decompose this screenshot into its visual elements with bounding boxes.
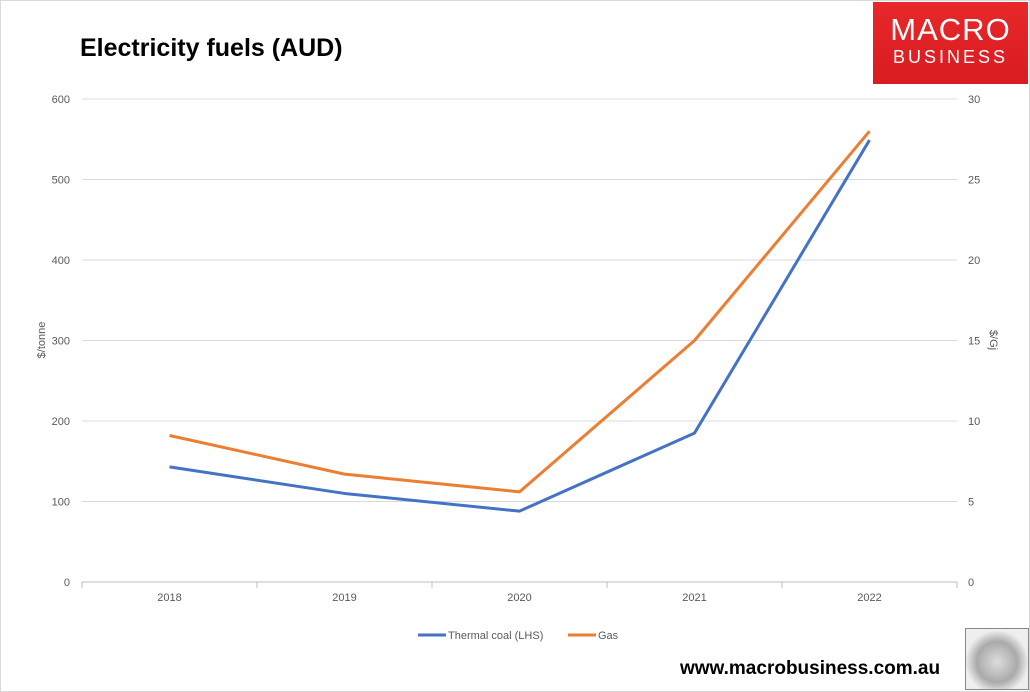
y2-tick-label: 10 bbox=[968, 416, 980, 428]
y-tick-label: 200 bbox=[52, 416, 70, 428]
macrobusiness-logo: MACRO BUSINESS bbox=[873, 2, 1028, 84]
y2-tick-label: 5 bbox=[968, 497, 974, 509]
y2-tick-label: 25 bbox=[968, 175, 980, 187]
y-tick-label: 0 bbox=[64, 577, 70, 589]
x-tick-label: 2020 bbox=[507, 592, 531, 604]
logo-line2: BUSINESS bbox=[892, 47, 1009, 67]
series-line-coal bbox=[169, 139, 871, 513]
y2-tick-label: 30 bbox=[968, 94, 980, 106]
y-tick-label: 300 bbox=[52, 336, 70, 348]
legend-label: Thermal coal (LHS) bbox=[448, 630, 543, 642]
y2-tick-label: 0 bbox=[968, 577, 974, 589]
y-axis-label: $/tonne bbox=[36, 322, 48, 359]
series-line-gas bbox=[169, 130, 871, 494]
y2-tick-label: 20 bbox=[968, 255, 980, 267]
chart-title: Electricity fuels (AUD) bbox=[80, 34, 343, 62]
y-tick-label: 100 bbox=[52, 497, 70, 509]
y-tick-label: 500 bbox=[52, 175, 70, 187]
y-tick-label: 600 bbox=[52, 94, 70, 106]
y2-tick-label: 15 bbox=[968, 336, 980, 348]
x-tick-label: 2018 bbox=[157, 592, 181, 604]
x-tick-label: 2019 bbox=[332, 592, 356, 604]
website-url: www.macrobusiness.com.au bbox=[680, 658, 941, 679]
logo-line1: MACRO bbox=[890, 12, 1011, 47]
y2-axis-label: $/Gj bbox=[987, 330, 999, 350]
legend-label: Gas bbox=[598, 630, 619, 642]
x-tick-label: 2021 bbox=[682, 592, 706, 604]
x-tick-label: 2022 bbox=[857, 592, 881, 604]
wolf-logo-icon bbox=[965, 628, 1029, 690]
y-tick-label: 400 bbox=[52, 255, 70, 267]
